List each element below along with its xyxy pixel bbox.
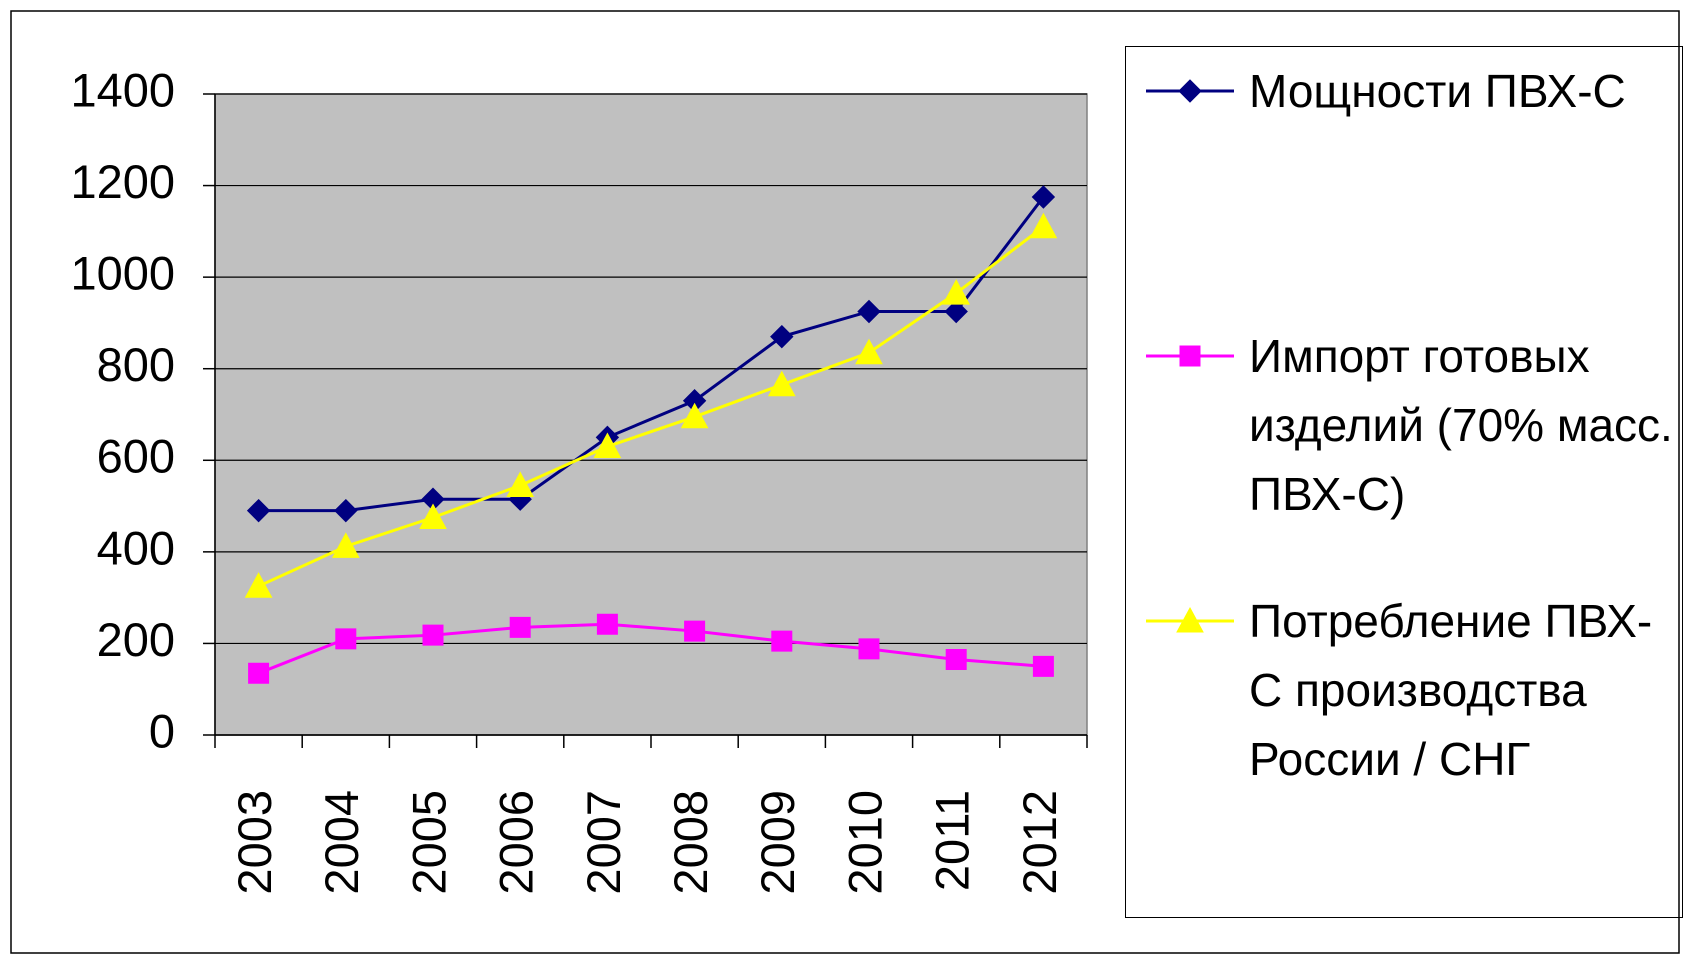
x-tick-label: 2006	[490, 790, 543, 895]
data-point	[596, 613, 618, 635]
legend-marker	[1176, 606, 1204, 633]
legend-marker	[1179, 345, 1201, 367]
y-tick-label: 200	[97, 613, 175, 666]
legend-label: Мощности ПВХ-С	[1249, 65, 1626, 117]
data-point	[770, 324, 794, 349]
data-point	[771, 630, 793, 652]
data-point	[942, 279, 971, 305]
data-point	[1031, 185, 1056, 209]
x-tick-label: 2011	[926, 790, 979, 891]
data-point	[331, 532, 360, 558]
data-point	[945, 648, 967, 670]
x-tick-label: 2004	[315, 790, 368, 895]
x-tick-label: 2008	[664, 790, 717, 895]
data-point	[419, 503, 447, 530]
data-point	[334, 498, 358, 523]
data-point	[335, 628, 357, 650]
series-line	[258, 622, 1044, 675]
y-tick-label: 1400	[70, 63, 175, 116]
y-tick-label: 800	[97, 338, 175, 391]
legend-swatch	[1146, 79, 1234, 103]
data-point	[509, 616, 531, 638]
data-point	[767, 370, 796, 397]
data-point	[593, 432, 622, 459]
y-tick-label: 1200	[70, 155, 175, 208]
data-point	[1032, 655, 1054, 677]
series-line	[257, 225, 1045, 588]
x-tick-label: 2012	[1013, 790, 1066, 895]
legend: Мощности ПВХ-С Импорт готовых изделий (70…	[1125, 46, 1683, 918]
data-point	[248, 662, 270, 684]
data-point	[506, 471, 535, 497]
data-point	[1029, 212, 1058, 239]
data-point	[246, 498, 271, 523]
chart-border	[10, 10, 1680, 954]
data-point	[855, 338, 883, 365]
data-point	[857, 299, 881, 324]
data-point	[684, 620, 706, 642]
x-tick-label: 2005	[402, 790, 455, 895]
y-tick-label: 400	[97, 521, 175, 574]
legend-marker	[1178, 79, 1202, 103]
legend-label: Импорт готовых изделий (70% масс. ПВХ-С)	[1249, 330, 1673, 520]
data-point	[858, 638, 880, 660]
data-point	[422, 624, 444, 646]
series-line	[258, 196, 1045, 513]
y-tick-label: 600	[97, 430, 175, 483]
legend-label: Потребление ПВХ-С производства России / …	[1249, 595, 1653, 785]
x-tick-label: 2007	[577, 790, 630, 895]
y-tick-label: 0	[149, 704, 175, 757]
x-tick-label: 2003	[228, 790, 281, 895]
legend-swatch	[1146, 345, 1234, 367]
x-tick-label: 2010	[838, 790, 891, 895]
y-tick-label: 1000	[70, 247, 175, 300]
legend-swatch	[1146, 606, 1234, 633]
data-point	[944, 299, 968, 324]
data-point	[244, 572, 273, 598]
x-tick-label: 2009	[751, 790, 804, 895]
data-point	[680, 402, 709, 429]
